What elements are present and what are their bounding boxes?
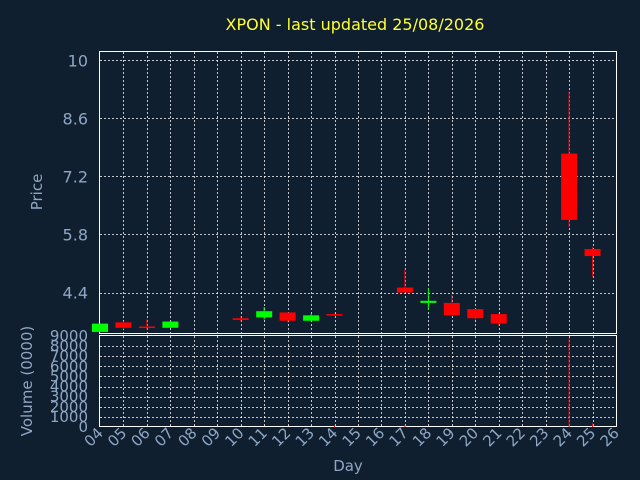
volume-axis-label: Volume (0000) [18,326,36,436]
volume-tick-label: 0 [78,418,88,436]
day-tick-label: 16 [362,424,388,450]
day-tick-label: 11 [245,424,271,450]
day-tick-label: 19 [432,424,458,450]
day-tick-label: 14 [315,424,341,450]
candle-body [561,153,578,220]
candle-body [115,322,132,328]
day-tick-label: 08 [174,424,200,450]
day-tick-label: 25 [573,424,599,450]
day-tick-label: 06 [128,424,154,450]
candle-body [279,312,296,321]
candle-body [232,318,249,320]
volume-tick-label: 4000 [50,378,88,396]
price-axis-ticks: 4.4 5.8 7.2 8.6 10 [63,51,88,302]
candle-body [467,309,484,319]
volume-plot-frame [99,335,617,427]
volume-tick-label: 7000 [50,347,88,365]
volume-tick-label: 5000 [50,367,88,385]
day-axis-ticks: 0405060708091011121314151617181920212223… [81,424,623,450]
price-grid [100,52,616,334]
volume-tick-label: 6000 [50,357,88,375]
candles [92,91,601,332]
price-tick-label: 8.6 [63,109,88,128]
volume-tick-label: 8000 [50,337,88,355]
day-tick-label: 23 [526,424,552,450]
candle-body [396,287,413,293]
day-tick-label: 22 [503,424,529,450]
day-tick-label: 07 [151,424,177,450]
day-tick-label: 17 [386,424,412,450]
day-tick-label: 10 [221,424,247,450]
candle-body [138,326,155,329]
day-tick-label: 05 [104,424,130,450]
candle-body [256,311,273,318]
volume-grid [100,336,616,427]
day-tick-label: 09 [198,424,224,450]
day-tick-label: 12 [268,424,294,450]
candle-body [162,321,179,328]
day-tick-label: 15 [339,424,365,450]
candle-body [584,248,601,257]
price-tick-label: 5.8 [63,225,88,244]
candle-body [420,300,437,303]
day-axis-label: Day [333,457,363,475]
volume-tick-label: 9000 [50,327,88,345]
day-tick-label: 13 [292,424,318,450]
day-tick-label: 24 [550,424,576,450]
price-axis-label: Price [28,174,46,211]
day-tick-label: 20 [456,424,482,450]
chart-title: XPON - last updated 25/08/2026 [226,15,485,34]
candle-body [443,302,460,316]
candle-body [490,314,507,324]
day-tick-label: 21 [479,424,505,450]
price-tick-label: 7.2 [63,167,88,186]
candle-body [326,314,343,316]
volume-tick-label: 2000 [50,398,88,416]
day-tick-label: 26 [597,424,623,450]
candle-body [92,323,108,332]
volume-tick-label: 1000 [50,408,88,426]
candle-body [303,315,320,321]
day-tick-label: 18 [409,424,435,450]
price-tick-label: 4.4 [63,284,88,303]
volume-tick-label: 3000 [50,388,88,406]
price-tick-label: 10 [68,51,88,70]
volume-bars [334,338,594,427]
